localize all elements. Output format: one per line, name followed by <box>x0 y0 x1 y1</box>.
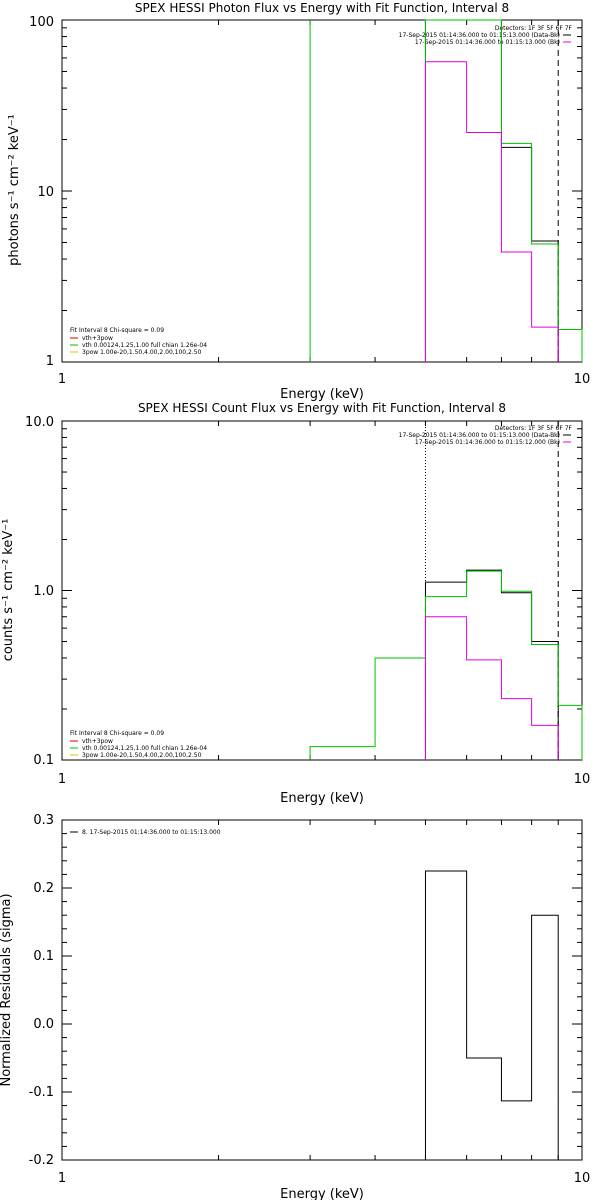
photon-fit-info: Fit Interval 8 Chi-square = 0.09 <box>70 327 164 334</box>
count-y-axis-label: counts s⁻¹ cm⁻² keV⁻¹ <box>1 519 16 662</box>
series-bk-1 <box>424 616 559 760</box>
photon-y-tick-100: 100 <box>29 15 54 30</box>
residuals-y-axis-label: Normalized Residuals (sigma) <box>0 893 14 1086</box>
photon-x-tick-1: 1 <box>58 372 66 387</box>
count-legend-vth3pow: vth+3pow <box>82 738 113 745</box>
residuals-panel: Energy (keV) Normalized Residuals (sigma… <box>0 813 590 1200</box>
photon-legend-vth3pow: vth+3pow <box>82 335 113 342</box>
count-x-axis-label: Energy (keV) <box>280 791 364 806</box>
photon-legend-3pow: 3pow 1.00e-20,1.50,4.00,2.00,100,2.50 <box>82 349 202 356</box>
photon-y-axis-label: photons s⁻¹ cm⁻² keV⁻¹ <box>7 114 22 266</box>
residuals-x-tick-10: 10 <box>574 1171 591 1186</box>
series-data-0 <box>424 19 559 362</box>
plot-frame-2 <box>61 819 583 1161</box>
count-chart-title: SPEX HESSI Count Flux vs Energy with Fit… <box>138 401 506 415</box>
photon-legend-data: 17-Sep-2015 01:14:36.000 to 01:15:13.000… <box>399 32 560 39</box>
plot-frame-1 <box>61 420 583 761</box>
count-y-tick-10.0: 10.0 <box>25 415 54 430</box>
residuals-x-tick-1: 1 <box>58 1171 66 1186</box>
residuals-y-tick-m0.2: -0.2 <box>29 1153 54 1168</box>
series-data-1 <box>424 569 559 760</box>
residuals-y-tick-0.2: 0.2 <box>33 881 54 896</box>
series-model-1 <box>309 570 583 760</box>
count-legend-detectors: Detectors: 1F 3F 5F 6F 7F <box>495 425 573 432</box>
plot-frame-0 <box>61 19 583 363</box>
photon-legend-detectors: Detectors: 1F 3F 5F 6F 7F <box>495 25 573 32</box>
photon-legend-vth: vth 0.00124,1.25,1.00 full chian 1.26e-0… <box>82 342 207 349</box>
series-model-0 <box>424 19 583 362</box>
count-x-tick-10: 10 <box>574 772 591 787</box>
photon-chart-title: SPEX HESSI Photon Flux vs Energy with Fi… <box>135 1 509 15</box>
photon-x-tick-10: 10 <box>574 372 591 387</box>
count-x-tick-1: 1 <box>58 772 66 787</box>
count-y-tick-1.0: 1.0 <box>33 584 54 599</box>
count-legend-3pow: 3pow 1.00e-20,1.50,4.00,2.00,100,2.50 <box>82 752 202 759</box>
photon-legend-bk: 17-Sep-2015 01:14:36.000 to 01:15:13.000… <box>415 39 560 46</box>
residuals-y-tick-m0.1: -0.1 <box>29 1085 54 1100</box>
residuals-y-tick-0.0: 0.0 <box>33 1017 54 1032</box>
series-bk-0 <box>424 61 559 362</box>
residuals-x-axis-label: Energy (keV) <box>280 1187 364 1200</box>
count-legend-data: 17-Sep-2015 01:14:36.000 to 01:15:13.000… <box>399 432 560 439</box>
count-flux-panel: SPEX HESSI Count Flux vs Energy with Fit… <box>1 401 590 806</box>
photon-y-tick-10: 10 <box>37 185 54 200</box>
photon-flux-panel: SPEX HESSI Photon Flux vs Energy with Fi… <box>7 1 590 402</box>
residuals-legend-label: 8. 17-Sep-2015 01:14:36.000 to 01:15:13.… <box>82 829 221 836</box>
series-residuals-2 <box>424 870 559 1160</box>
residuals-y-tick-0.3: 0.3 <box>33 813 54 828</box>
count-legend-vth: vth 0.00124,1.25,1.00 full chian 1.26e-0… <box>82 745 207 752</box>
photon-x-axis-label: Energy (keV) <box>280 387 364 402</box>
count-y-tick-0.1: 0.1 <box>33 753 54 768</box>
residuals-y-tick-0.1: 0.1 <box>33 949 54 964</box>
count-fit-info: Fit Interval 8 Chi-square = 0.09 <box>70 730 164 737</box>
count-legend-bk: 17-Sep-2015 01:14:36.000 to 01:15:12.000… <box>415 439 560 446</box>
photon-y-tick-1: 1 <box>46 354 54 369</box>
